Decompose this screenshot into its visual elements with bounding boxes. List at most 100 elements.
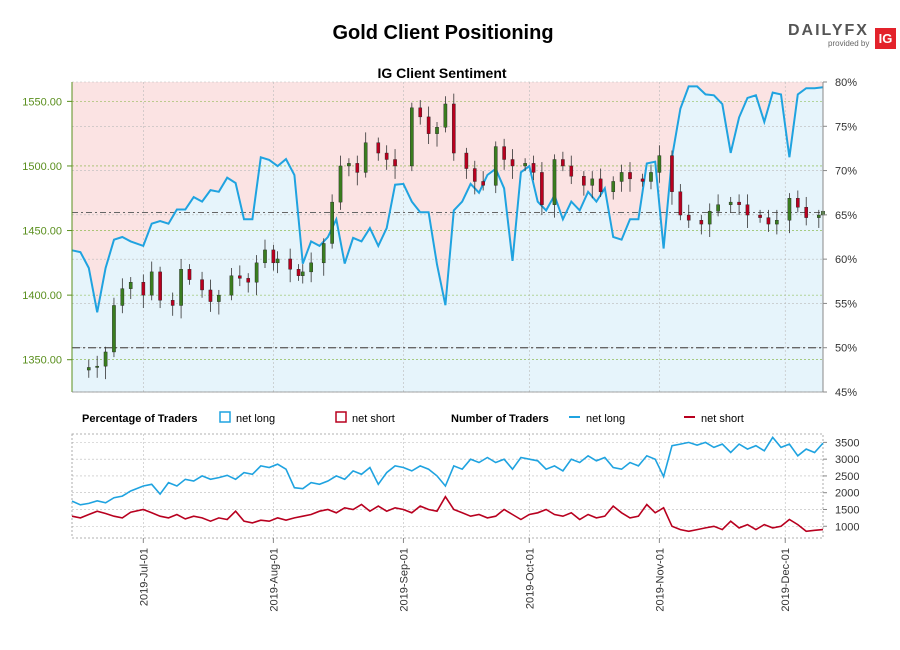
candle-body (510, 159, 515, 167)
price-tick-label: 1400.00 (22, 290, 62, 302)
candle-body (561, 159, 565, 167)
candle-body (728, 201, 733, 205)
candle-body (254, 262, 259, 283)
dailyfx-logo: DAILYFX provided by IG (788, 22, 900, 52)
candle-body (309, 262, 313, 273)
price-sentiment-plot: 1350.00 1400.00 1450.00 1500.00 1550.00 45% 50… (22, 77, 857, 399)
candle-body (347, 163, 351, 167)
candle-body (208, 289, 213, 302)
price-tick-label: 1350.00 (22, 355, 62, 367)
x-tick-label: 2019-Sep-01 (398, 548, 410, 612)
candle-body (804, 207, 809, 218)
legend-num-title: Number of Traders (451, 413, 549, 425)
candle-body (628, 172, 632, 180)
candle-body (300, 271, 305, 276)
price-tick-label: 1450.00 (22, 226, 62, 238)
pct-tick-label: 50% (835, 343, 857, 355)
candle-body (288, 258, 292, 270)
candle-body (426, 116, 431, 134)
candle-body (758, 214, 762, 218)
candle-body (103, 351, 108, 367)
traders-net-short-line (71, 495, 824, 533)
candle-body (179, 269, 183, 306)
candle-body (120, 288, 125, 306)
candle-body (472, 168, 477, 182)
x-tick-label: 2019-Oct-01 (524, 548, 536, 609)
page-title: Gold Client Positioning (332, 22, 554, 44)
traders-tick-label: 3000 (835, 454, 859, 466)
candle-body (464, 152, 469, 169)
candle-body (745, 204, 750, 216)
candle-body (95, 365, 99, 368)
logo-brand: DAILYFX (788, 22, 869, 39)
candle-body (149, 271, 154, 296)
candle-body (187, 269, 192, 280)
candle-body (707, 210, 712, 225)
legend-num-short-label: net short (701, 413, 744, 425)
legend-num-long-label: net long (586, 413, 625, 425)
candle-body (649, 172, 653, 182)
x-tick-label: 2019-Dec-01 (780, 548, 792, 612)
price-tick-label: 1550.00 (22, 96, 62, 108)
traders-tick-label: 1500 (835, 504, 859, 516)
candle-body (384, 152, 389, 160)
candle-body (531, 163, 536, 173)
candle-body (86, 367, 91, 371)
candle-body (699, 220, 704, 225)
candle-body (796, 198, 800, 208)
candle-body (158, 271, 162, 301)
candle-body (435, 127, 439, 134)
candle-body (217, 294, 221, 302)
candle-body (678, 191, 683, 216)
candle-body (523, 163, 527, 167)
candle-body (128, 282, 133, 289)
pct-tick-label: 65% (835, 210, 857, 222)
candle-body (263, 249, 267, 264)
candle-body (363, 142, 368, 173)
candle-body (271, 249, 276, 264)
legend-pct-long-label: net long (236, 413, 275, 425)
candle-body (355, 163, 360, 173)
candle-body (141, 282, 146, 296)
candle-body (376, 142, 381, 154)
candle-body (246, 278, 251, 283)
candle-body (443, 103, 448, 128)
candle-body (200, 279, 204, 291)
net-short-area (72, 82, 823, 313)
candle-body (275, 258, 280, 264)
candle-body (170, 300, 175, 306)
candle-body (766, 217, 771, 225)
net-long-pct-line (71, 85, 824, 313)
candle-body (737, 201, 741, 205)
candle-body (619, 172, 624, 182)
candle-body (598, 178, 603, 192)
candle-body (338, 165, 343, 203)
traders-tick-label: 1000 (835, 521, 859, 533)
candle-body (321, 243, 326, 264)
candle-body (330, 201, 334, 244)
candle-body (657, 155, 662, 173)
candle-body (238, 275, 242, 279)
x-tick-label: 2019-Nov-01 (654, 548, 666, 612)
candle-body (817, 214, 821, 218)
ig-badge-icon: IG (875, 28, 896, 49)
candle-body (716, 204, 720, 212)
price-tick-label: 1500.00 (22, 161, 62, 173)
x-tick-label: 2019-Jul-01 (138, 548, 150, 606)
sentiment-chart-title: IG Client Sentiment (377, 65, 506, 81)
pct-tick-label: 70% (835, 166, 857, 178)
candle-body (787, 198, 792, 221)
candle-body (481, 181, 485, 186)
candle-body (451, 103, 456, 154)
candle-body (393, 159, 397, 167)
candle-body (112, 305, 116, 353)
pct-tick-label: 80% (835, 77, 857, 89)
x-tick-label: 2019-Aug-01 (268, 548, 280, 612)
candle-body (686, 214, 691, 221)
traders-plot: 1000 1500 2000 2500 3000 3500 (71, 433, 859, 539)
candle-body (418, 107, 423, 118)
candle-body (502, 146, 506, 160)
pct-tick-label: 75% (835, 121, 857, 133)
candle-body (569, 165, 574, 177)
